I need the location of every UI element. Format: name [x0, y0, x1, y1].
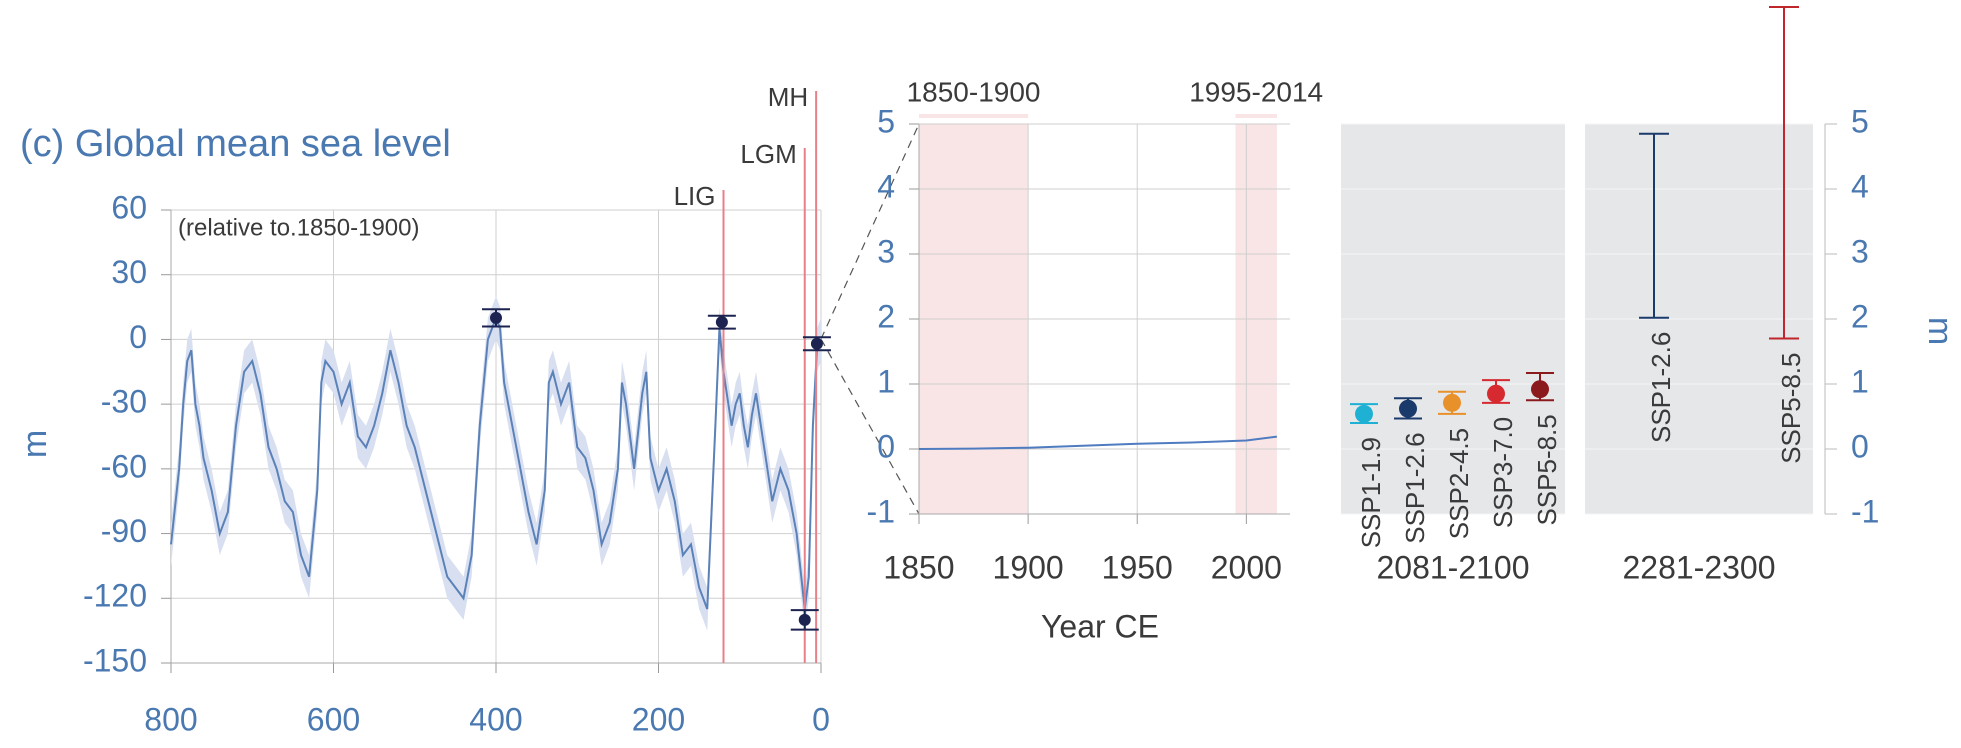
annotation: (relative to.1850-1900): [178, 214, 419, 241]
y-tick-label: 2: [1851, 298, 1869, 334]
x-axis-label: Year CE: [1041, 608, 1159, 644]
y-tick-label: -30: [101, 384, 147, 420]
x-tick-label: 600: [307, 701, 360, 737]
category-label: SSP1-2.6: [1646, 332, 1676, 443]
period-marker: [919, 114, 1029, 118]
category-label: SSP1-2.6: [1400, 432, 1430, 543]
panel-title: 2081-2100: [1376, 549, 1529, 585]
point: [810, 337, 823, 350]
chart-title: (c) Global mean sea level: [20, 123, 451, 165]
y-tick-label: -90: [101, 513, 147, 549]
period-label: 1850-1900: [907, 76, 1041, 107]
zoom-line: [820, 123, 920, 340]
point: [1443, 393, 1461, 412]
category-label: SSP2-4.5: [1444, 428, 1474, 539]
x-tick-label: 1950: [1102, 549, 1173, 585]
event-label: LIG: [674, 181, 716, 211]
y-tick-label: -150: [83, 642, 147, 678]
x-tick-label: 800: [144, 701, 197, 737]
line: [918, 435, 1278, 450]
category-label: SSP5-8.5: [1776, 353, 1806, 464]
x-tick-label: 1900: [993, 549, 1064, 585]
y-tick-label: -120: [83, 578, 147, 614]
point: [715, 316, 728, 329]
x-tick-label: 400: [469, 701, 522, 737]
event-label: MH: [768, 82, 808, 112]
point: [490, 311, 502, 324]
y-tick-label: 1: [1851, 363, 1869, 399]
event-label: LGM: [740, 139, 796, 169]
point: [1531, 380, 1549, 399]
y-tick-label: 5: [1851, 103, 1869, 139]
y-tick-label: 1: [877, 363, 895, 399]
y-tick-label: 5: [877, 103, 895, 139]
x-tick-label: 2000: [1211, 549, 1282, 585]
y-tick-label: 0: [129, 319, 147, 355]
panel-title: 2281-2300: [1622, 549, 1775, 585]
y-tick-label: -1: [1851, 493, 1879, 529]
x-tick-label: 0: [812, 701, 830, 737]
point: [1487, 384, 1505, 403]
y-tick-label: 3: [877, 233, 895, 269]
point: [1399, 399, 1417, 418]
period-label: 1995-2014: [1189, 76, 1323, 107]
point: [1355, 404, 1373, 423]
y-tick-label: 4: [1851, 168, 1869, 204]
line: [170, 315, 822, 610]
y-tick-label: 30: [111, 254, 147, 290]
y-tick-label: 4: [877, 168, 895, 204]
point: [798, 613, 811, 626]
x-tick-label: 1850: [883, 549, 954, 585]
y-tick-label: 2: [877, 298, 895, 334]
y-tick-label: -1: [867, 493, 895, 529]
x-tick-label: 200: [632, 701, 685, 737]
uncertainty-band: [171, 296, 821, 631]
category-label: SSP1-1.9: [1356, 437, 1386, 548]
category-label: SSP5-8.5: [1532, 414, 1562, 525]
y-axis-label: m: [16, 430, 54, 458]
y-tick-label: 0: [1851, 428, 1869, 464]
y-tick-label: 60: [111, 189, 147, 225]
y-axis-label: m: [1921, 317, 1959, 345]
period-marker: [1235, 114, 1277, 118]
category-label: SSP3-7.0: [1488, 417, 1518, 528]
y-tick-label: 0: [877, 428, 895, 464]
y-tick-label: -60: [101, 448, 147, 484]
zoom-line: [820, 338, 920, 515]
y-tick-label: 3: [1851, 233, 1869, 269]
